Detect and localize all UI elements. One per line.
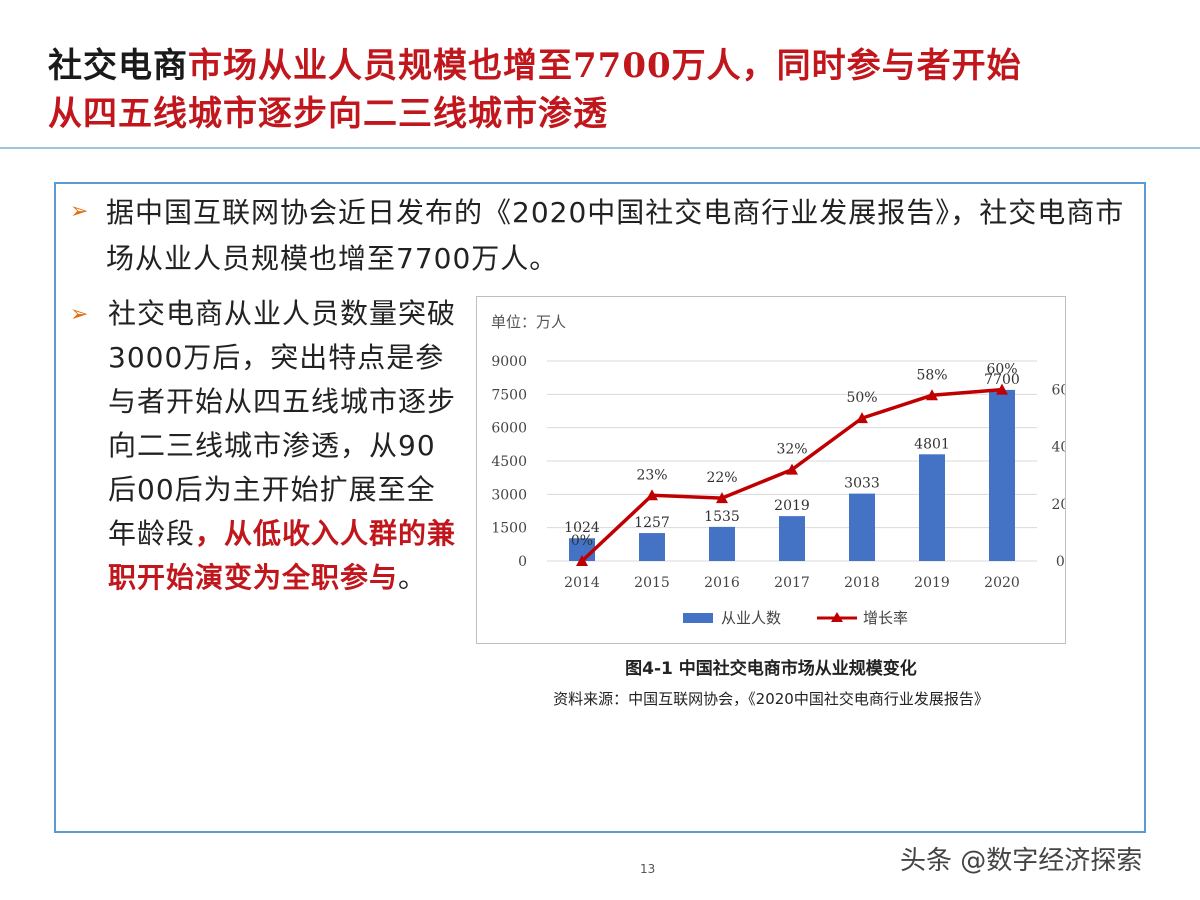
- x-tick-label: 2014: [564, 575, 600, 591]
- y-left-tick-label: 6000: [491, 421, 527, 437]
- arrow-bullet-icon: ➢: [70, 302, 89, 327]
- bar-value-label: 2019: [774, 498, 810, 514]
- title-part-1: 社交电商: [48, 46, 188, 86]
- growth-marker: [576, 555, 588, 566]
- growth-value-label: 58%: [916, 367, 947, 383]
- growth-value-label: 22%: [706, 470, 737, 486]
- paragraph-2-highlight: ，从低收入人群的兼职开始演变为全职参与: [108, 517, 457, 594]
- unit-label: 单位：万人: [491, 313, 566, 331]
- y-right-tick-label: 40%: [1051, 440, 1065, 456]
- legend-label: 增长率: [863, 609, 908, 627]
- content-box: [54, 182, 1146, 833]
- chart-caption: 图4-1 中国社交电商市场从业规模变化: [625, 659, 917, 679]
- x-tick-label: 2015: [634, 575, 670, 591]
- slide-title: 社交电商市场从业人员规模也增至7700万人，同时参与者开始 从四五线城市逐步向二…: [48, 42, 1168, 138]
- growth-value-label: 23%: [636, 467, 667, 483]
- paragraph-2-text: 社交电商从业人员数量突破3000万后，突出特点是参与者开始从四五线城市逐步向二三…: [108, 297, 457, 550]
- bar-value-label: 7700: [984, 372, 1020, 388]
- bar-value-label: 3033: [844, 476, 880, 492]
- growth-marker: [996, 383, 1008, 395]
- bar: [989, 389, 1015, 561]
- chart-source: 资料来源：中国互联网协会，《2020中国社交电商行业发展报告》: [553, 690, 989, 708]
- paragraph-2: 社交电商从业人员数量突破3000万后，突出特点是参与者开始从四五线城市逐步向二三…: [108, 292, 458, 600]
- y-left-tick-label: 4500: [491, 454, 527, 470]
- title-part-3: 规模也增至7700万人，同时参与者开始: [398, 46, 1022, 86]
- growth-marker: [856, 412, 868, 424]
- bar: [709, 526, 735, 561]
- y-right-tick-label: 0%: [1056, 554, 1065, 570]
- growth-marker: [926, 389, 938, 401]
- x-tick-label: 2018: [844, 575, 880, 591]
- growth-value-label: 50%: [846, 390, 877, 406]
- legend-marker: [831, 612, 843, 622]
- bar: [849, 493, 875, 561]
- y-left-tick-label: 3000: [491, 487, 527, 503]
- watermark: 头条 @数字经济探索: [900, 846, 1143, 876]
- bar: [639, 533, 665, 561]
- bar-value-label: 1024: [564, 520, 600, 536]
- paragraph-2-end: 。: [398, 561, 428, 594]
- arrow-bullet-icon: ➢: [70, 199, 89, 224]
- page-number: 13: [640, 862, 656, 876]
- growth-value-label: 0%: [571, 533, 593, 549]
- paragraph-1: 据中国互联网协会近日发布的《2020中国社交电商行业发展报告》，社交电商市场从业…: [106, 196, 1125, 275]
- y-right-tick-label: 20%: [1051, 497, 1065, 513]
- growth-marker: [716, 492, 728, 504]
- bar: [779, 516, 805, 561]
- title-part-2: 市场从业人员: [188, 46, 398, 86]
- x-tick-label: 2020: [984, 575, 1020, 591]
- legend-swatch-bar: [683, 613, 713, 623]
- employment-chart: 单位：万人 0 1500 3000 4500 6000 7500 9000 0% 20% 40% 60…: [491, 313, 1083, 627]
- x-tick-label: 2017: [774, 575, 810, 591]
- y-left-tick-label: 9000: [491, 354, 527, 370]
- y-right-tick-label: 60%: [1051, 383, 1065, 399]
- title-divider: [0, 147, 1200, 149]
- x-tick-label: 2019: [914, 575, 950, 591]
- bar: [919, 454, 945, 561]
- bar-value-label: 1535: [704, 509, 740, 525]
- growth-marker: [646, 489, 658, 501]
- growth-value-label: 32%: [776, 442, 807, 458]
- growth-value-label: 60%: [986, 362, 1017, 378]
- title-part-4: 从四五线城市逐步向二三线城市渗透: [48, 94, 608, 134]
- y-left-tick-label: 7500: [491, 387, 527, 403]
- chart-frame: 单位：万人 0 1500 3000 4500 6000 7500 9000 0% 20% 40% 60…: [476, 296, 1083, 644]
- bar-value-label: 4801: [914, 436, 950, 452]
- bar-value-label: 1257: [634, 515, 670, 531]
- y-left-tick-label: 1500: [491, 521, 527, 537]
- y-left-tick-label: 0: [518, 554, 527, 570]
- legend-label: 从业人数: [721, 609, 781, 627]
- x-tick-label: 2016: [704, 575, 740, 591]
- growth-marker: [786, 463, 798, 475]
